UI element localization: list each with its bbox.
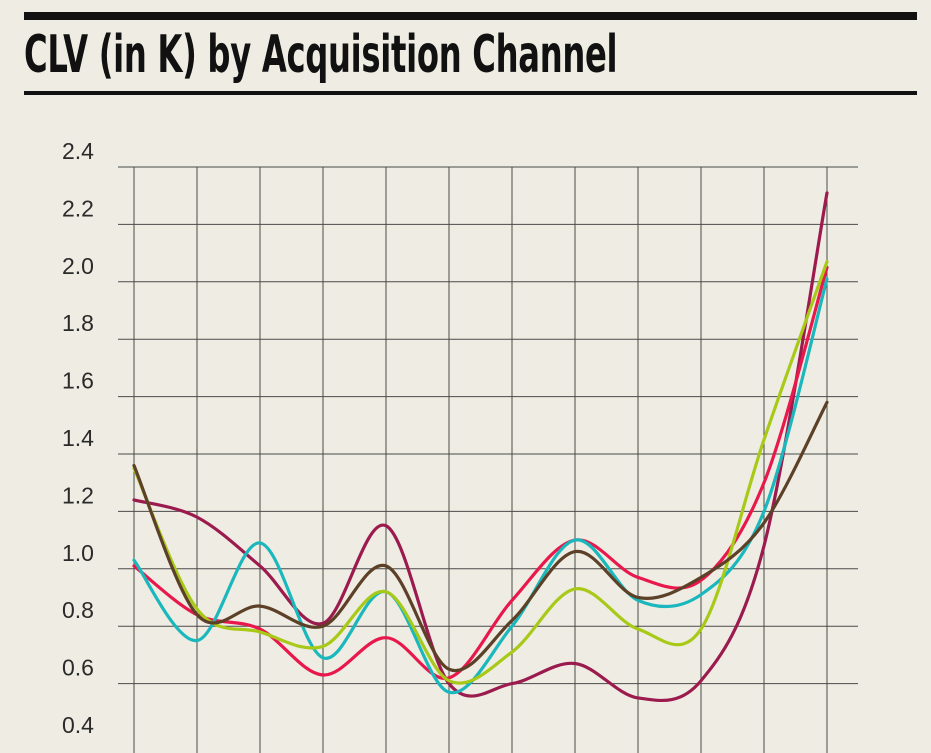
y-tick-label: 0.4 (62, 712, 94, 738)
y-tick-label: 1.2 (62, 482, 94, 508)
series-line-1 (132, 191, 829, 702)
y-tick-label: 1.0 (62, 540, 94, 566)
y-tick-label: 2.0 (62, 253, 94, 279)
y-tick-label: 1.4 (62, 425, 94, 451)
chart-grid (118, 166, 858, 753)
y-tick-label: 0.6 (62, 655, 94, 681)
series-line-2 (132, 265, 829, 680)
series-line-4 (132, 260, 829, 685)
chart-series (132, 191, 829, 702)
title-top-rule (24, 12, 917, 20)
y-tick-label: 1.6 (62, 368, 94, 394)
y-tick-label: 0.8 (62, 597, 94, 623)
series-line-5 (132, 400, 829, 673)
title-bottom-rule (24, 91, 917, 95)
y-tick-label: 2.2 (62, 195, 94, 221)
y-axis-ticks: 0.4 0.6 0.8 1.0 1.2 1.4 1.6 1.8 2.0 2.2 2.4 (62, 138, 94, 738)
y-tick-label: 1.8 (62, 310, 94, 336)
y-tick-label: 2.4 (62, 138, 94, 164)
chart-title: CLV (in K) by Acquisition Channel (24, 25, 618, 85)
